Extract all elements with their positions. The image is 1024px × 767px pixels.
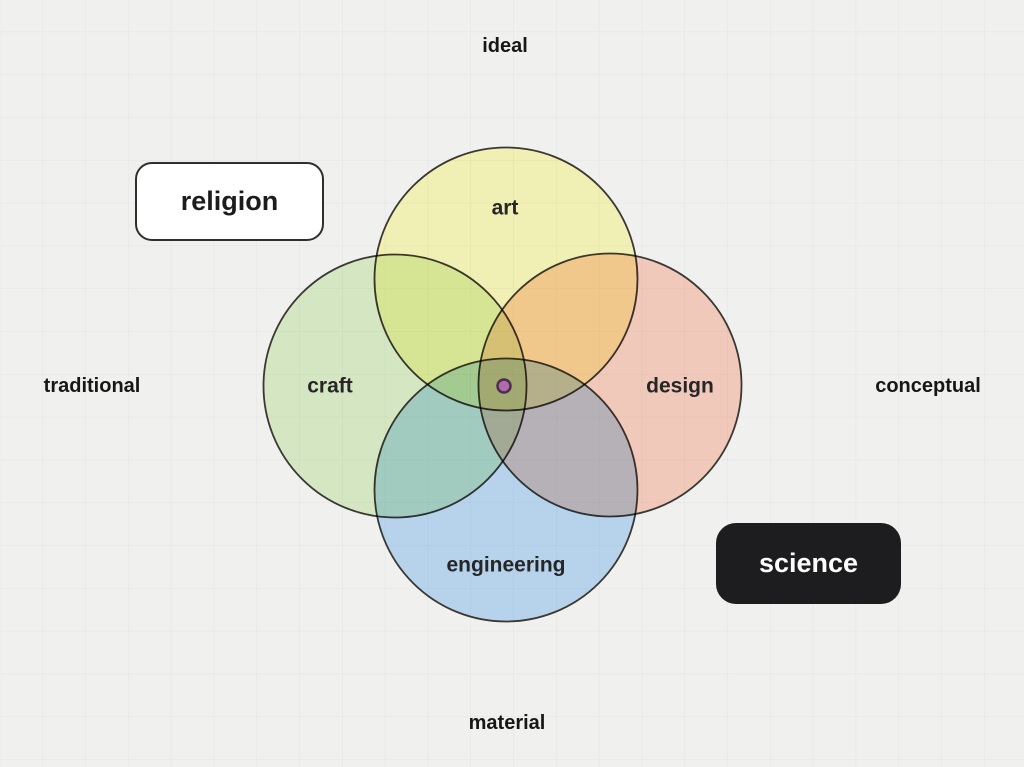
axis-label-material: material [468,712,546,734]
axis-label-traditional: traditional [43,375,141,397]
venn-label-craft: craft [307,374,353,398]
venn-circle-engineering[interactable] [373,357,639,623]
axis-label-conceptual: conceptual [875,375,981,397]
center-dot[interactable] [496,378,512,394]
science-note[interactable]: science [716,523,901,604]
venn-label-design: design [646,374,714,398]
axis-label-ideal: ideal [482,35,528,57]
venn-label-art: art [491,196,519,220]
religion-note-label: religion [180,186,279,216]
science-note-label: science [758,548,859,578]
religion-note[interactable]: religion [135,162,324,241]
venn-label-engineering: engineering [446,553,566,577]
